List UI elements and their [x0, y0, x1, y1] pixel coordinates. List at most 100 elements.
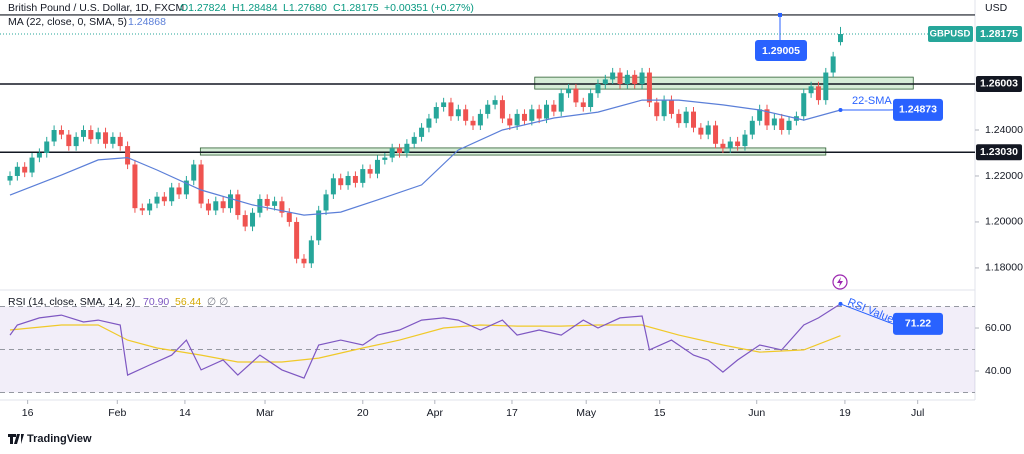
candle-body [514, 113, 520, 126]
candle-body [250, 212, 256, 227]
time-tick-label: May [576, 407, 597, 419]
candle-body [205, 203, 211, 211]
price-tick-label: 1.18000 [985, 262, 1023, 274]
time-tick-label: Apr [427, 407, 444, 419]
rsi-tick-label: 60.00 [985, 322, 1011, 334]
callout-box [893, 98, 943, 121]
candle-body [801, 93, 807, 117]
candle-body [632, 74, 638, 85]
callout-dot [778, 12, 782, 17]
candle-body [7, 175, 13, 181]
rsi-readout-extra: ∅ ∅ [207, 296, 228, 308]
ohlc-readout: L1.27680 [283, 2, 327, 14]
price-badge-label: 1.28175 [980, 28, 1018, 40]
candle-body [617, 72, 623, 85]
candle-body [536, 109, 542, 119]
time-tick-label: 17 [506, 407, 518, 419]
candle-body [566, 88, 572, 94]
candle-body [272, 201, 278, 206]
candle-body [595, 84, 601, 94]
candle-body [676, 113, 682, 124]
candle-body [235, 194, 241, 216]
candle-body [103, 132, 109, 144]
candle-body [95, 132, 101, 140]
candle-body [286, 212, 292, 222]
candle-body [294, 221, 300, 259]
rsi-tick-label: 40.00 [985, 365, 1011, 377]
candle-body [389, 148, 395, 158]
candle-body [80, 130, 86, 137]
candle-body [227, 194, 233, 209]
candle-body [58, 130, 64, 135]
candle-body [169, 187, 175, 202]
candle-body [279, 201, 285, 213]
candle-body [485, 104, 491, 114]
candle-body [823, 72, 829, 101]
callout-box [755, 40, 807, 61]
rsi-legend: RSI (14, close, SMA, 14, 2) [8, 296, 135, 308]
candle-body [602, 79, 608, 85]
candle-body [639, 72, 645, 85]
candle-body [36, 152, 42, 158]
candle-body [433, 107, 439, 119]
candle-body [573, 88, 579, 103]
ma-legend: MA (22, close, 0, SMA, 5) [8, 16, 127, 28]
time-tick-label: 16 [22, 407, 34, 419]
candle-body [786, 120, 792, 130]
time-tick-label: Jul [911, 407, 924, 419]
candle-body [14, 166, 20, 176]
candle-body [654, 102, 660, 117]
level-badge [976, 144, 1022, 161]
price-tick-label: 1.20000 [985, 216, 1023, 228]
candle-body [580, 102, 586, 108]
candle-body [330, 178, 336, 195]
time-tick-label: Jun [748, 407, 765, 419]
candle-body [161, 196, 167, 202]
candle-body [220, 201, 226, 209]
candle-body [51, 130, 57, 142]
candle-body [139, 208, 145, 211]
candle-body [779, 118, 785, 130]
candle-body [713, 125, 719, 144]
zone [534, 76, 914, 90]
candle-body [521, 113, 527, 121]
candle-body [455, 109, 461, 117]
chart-title: British Pound / U.S. Dollar, 1D, FXCM [8, 2, 184, 14]
candle-body [470, 120, 476, 126]
candle-body [448, 102, 454, 117]
ma-readout: 1.24868 [128, 16, 166, 28]
candle-body [551, 104, 557, 112]
candle-body [720, 143, 726, 149]
candle-body [683, 111, 689, 124]
candle-body [477, 113, 483, 126]
candle-body [426, 118, 432, 128]
candle-body [691, 111, 697, 128]
candle-body [110, 136, 116, 144]
candle-body [73, 136, 79, 147]
time-tick-label: 19 [839, 407, 851, 419]
rsi-line [9, 303, 841, 379]
candle-body [242, 215, 248, 227]
price-tick-label: 1.22000 [985, 170, 1023, 182]
candle-body [44, 141, 50, 153]
candle-body [838, 34, 844, 43]
candle-body [558, 93, 564, 112]
candle-body [308, 240, 314, 264]
candle-body [727, 141, 733, 149]
time-tick-label: Feb [108, 407, 126, 419]
candle-body [742, 134, 748, 147]
candle-body [66, 134, 72, 147]
candle-body [301, 258, 307, 264]
candle-body [588, 93, 594, 108]
brand: TradingView [27, 433, 92, 445]
candle-body [345, 175, 351, 186]
candle-body [492, 100, 498, 105]
candle-body [544, 104, 550, 119]
symbol-badge [928, 26, 973, 43]
callout-text: 22-SMA [852, 95, 892, 107]
time-tick-label: 20 [357, 407, 369, 419]
candle-body [316, 210, 322, 241]
logo-mark [8, 434, 24, 444]
candle-body [668, 100, 674, 114]
